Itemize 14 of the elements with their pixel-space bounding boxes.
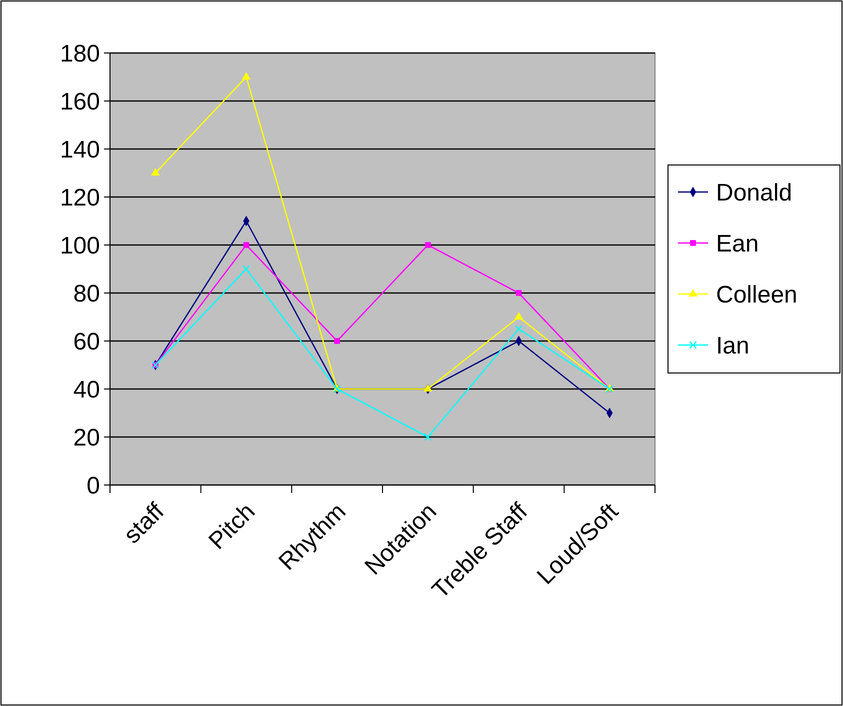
y-tick-label: 120 bbox=[60, 184, 100, 212]
legend-label: Colleen bbox=[716, 281, 798, 308]
y-tick-label: 0 bbox=[86, 472, 100, 500]
y-tick-label: 20 bbox=[73, 424, 100, 452]
y-tick-label: 80 bbox=[73, 280, 100, 308]
y-tick-label: 180 bbox=[60, 40, 100, 68]
legend-label: Ean bbox=[716, 230, 759, 258]
legend-label: Ian bbox=[716, 332, 750, 360]
y-tick-label: 40 bbox=[73, 376, 100, 404]
y-tick-label: 160 bbox=[60, 88, 100, 116]
legend-label: Donald bbox=[716, 179, 792, 206]
y-tick-label: 60 bbox=[73, 328, 100, 356]
y-tick-label: 140 bbox=[60, 136, 100, 164]
y-tick-label: 100 bbox=[60, 232, 100, 260]
